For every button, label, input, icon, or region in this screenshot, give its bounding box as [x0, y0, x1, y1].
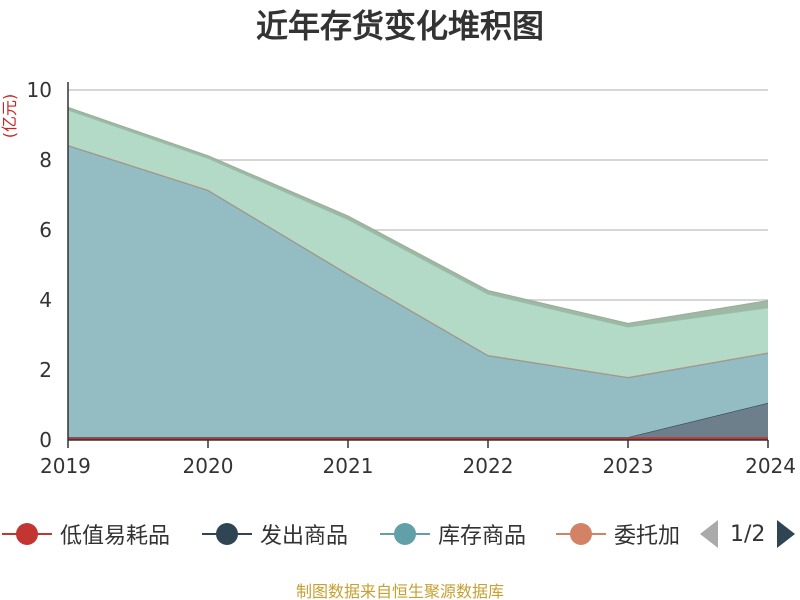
legend-dot-0 — [16, 523, 38, 545]
legend-next-arrow-icon[interactable] — [777, 520, 796, 548]
y-tick-label-0: 0 — [39, 428, 52, 452]
legend-page-indicator: 1/2 — [730, 521, 766, 547]
legend-marker-1 — [202, 514, 252, 554]
legend-prev-arrow-icon[interactable] — [700, 520, 718, 548]
y-tick-label-4: 8 — [39, 148, 52, 172]
x-tick-label-3: 2022 — [463, 454, 514, 478]
y-tick-label-1: 2 — [39, 358, 52, 382]
x-tick-label-5: 2024 — [745, 454, 796, 478]
y-tick-label-5: 10 — [27, 78, 52, 102]
area-series-1 — [68, 402, 768, 438]
legend-label-2: 库存商品 — [438, 524, 527, 549]
area-series-4 — [68, 109, 768, 377]
chart-title: 近年存货变化堆积图 — [255, 7, 544, 45]
y-tick-label-2: 4 — [39, 288, 52, 312]
legend-label-1: 发出商品 — [260, 524, 349, 549]
legend-marker-2 — [380, 514, 430, 554]
legend-pager: 1/2 — [700, 514, 796, 554]
legend-marker-0 — [2, 514, 52, 554]
legend-label-3: 委托加 — [614, 524, 681, 549]
legend: 低值易耗品 发出商品 库存商品 委托加 1/2 — [0, 514, 800, 554]
legend-dot-3 — [570, 523, 592, 545]
data-source-note: 制图数据来自恒生聚源数据库 — [295, 582, 504, 600]
x-tick-label-2: 2021 — [323, 454, 374, 478]
line-series-5 — [67, 106, 769, 325]
x-tick-label-4: 2023 — [603, 454, 654, 478]
x-tick-label-0: 2019 — [40, 454, 91, 478]
y-tick-label-3: 6 — [39, 218, 52, 242]
legend-label-0: 低值易耗品 — [60, 524, 171, 549]
area-series-2 — [68, 145, 768, 438]
legend-marker-3 — [556, 514, 606, 554]
legend-dot-1 — [216, 523, 238, 545]
x-tick-label-1: 2020 — [183, 454, 234, 478]
legend-item-2[interactable]: 库存商品 — [380, 514, 526, 554]
legend-item-3[interactable]: 委托加 — [556, 514, 680, 554]
legend-dot-2 — [394, 523, 416, 545]
legend-item-0[interactable]: 低值易耗品 — [2, 514, 170, 554]
legend-item-1[interactable]: 发出商品 — [202, 514, 348, 554]
